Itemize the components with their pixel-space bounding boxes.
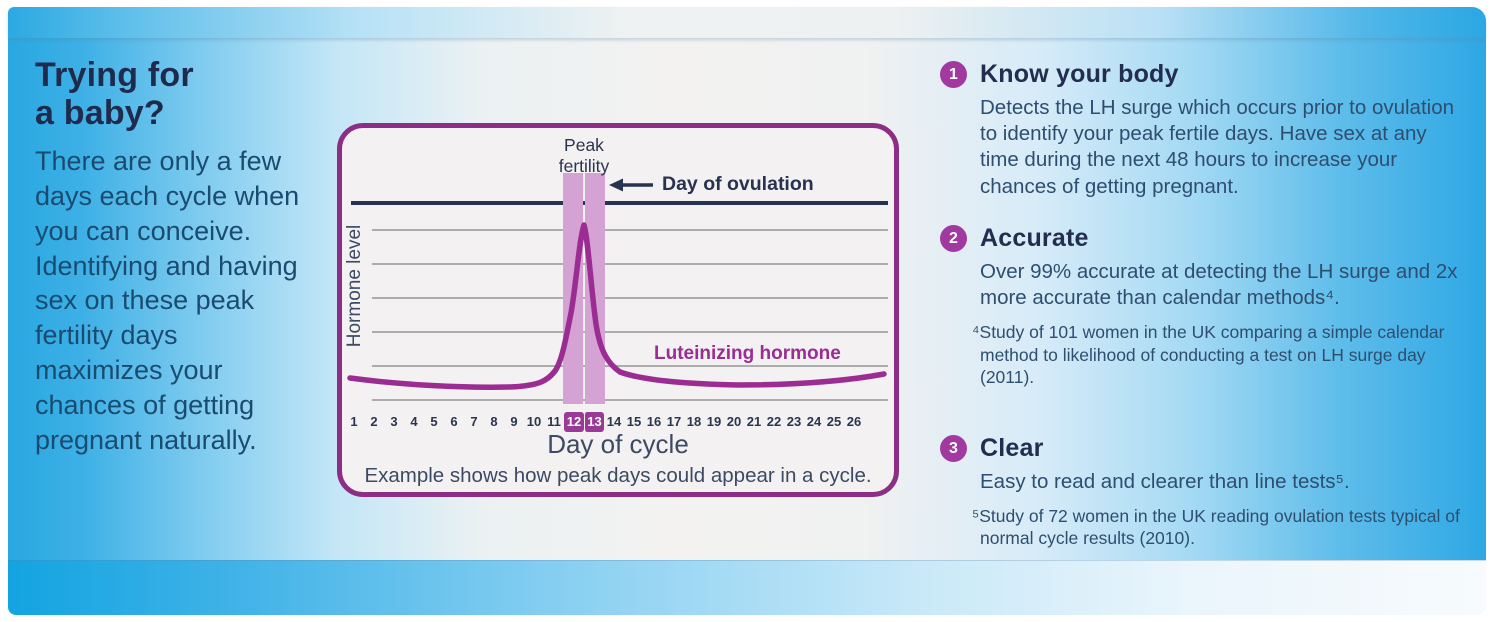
point-body: Over 99% accurate at detecting the LH su… bbox=[980, 260, 1458, 310]
axis-tick: 17 bbox=[666, 414, 682, 429]
axis-tick: 3 bbox=[390, 414, 398, 429]
axis-tick: 6 bbox=[450, 414, 458, 429]
lh-curve bbox=[347, 222, 887, 390]
axis-tick: 2 bbox=[370, 414, 378, 429]
axis-tick: 10 bbox=[526, 414, 542, 429]
axis-tick: 11 bbox=[547, 414, 561, 429]
page-title-line1: Trying for bbox=[35, 56, 194, 94]
point-body: Detects the LH surge which occurs prior … bbox=[980, 96, 1455, 198]
point-title: Know your body bbox=[980, 60, 1179, 88]
ovulation-annotation: Day of ovulation bbox=[609, 173, 814, 196]
point-body: Easy to read and clearer than line tests… bbox=[980, 470, 1350, 493]
gridline bbox=[372, 229, 888, 231]
page-title: Trying for a baby? bbox=[35, 56, 313, 132]
gridline bbox=[372, 399, 888, 401]
point-number-badge: 2 bbox=[940, 225, 967, 252]
axis-tick: 15 bbox=[626, 414, 642, 429]
point-number-badge: 1 bbox=[940, 61, 967, 88]
point-title: Clear bbox=[980, 434, 1044, 462]
gridline bbox=[372, 365, 888, 367]
axis-tick: 20 bbox=[726, 414, 742, 429]
ovulation-label: Day of ovulation bbox=[662, 173, 814, 195]
axis-tick-highlighted: 12 bbox=[564, 412, 584, 432]
chart-caption: Example shows how peak days could appear… bbox=[364, 464, 872, 487]
series-label: Luteinizing hormone bbox=[654, 343, 841, 364]
gridline bbox=[372, 331, 888, 333]
hormone-chart: Peak fertility Day of ovulation Hormone … bbox=[337, 123, 899, 497]
box-top-flap bbox=[8, 7, 1486, 38]
axis-tick-highlighted: 13 bbox=[584, 412, 604, 432]
point-know-your-body: 1 Know your body Detects the LH surge wh… bbox=[940, 60, 1484, 200]
axis-tick: 8 bbox=[490, 414, 498, 429]
point-number-badge: 3 bbox=[940, 435, 967, 462]
intro-column: Trying for a baby? There are only a few … bbox=[35, 56, 313, 458]
axis-tick: 22 bbox=[766, 414, 782, 429]
x-axis-label: Day of cycle bbox=[547, 429, 689, 459]
point-title: Accurate bbox=[980, 224, 1089, 252]
chart-top-line bbox=[351, 201, 888, 205]
axis-tick: 16 bbox=[646, 414, 662, 429]
axis-tick: 21 bbox=[746, 414, 762, 429]
peak-fertility-label: Peak fertility bbox=[534, 135, 634, 176]
y-axis-label: Hormone level bbox=[344, 224, 365, 348]
axis-tick: 19 bbox=[706, 414, 722, 429]
box-front-panel: Trying for a baby? There are only a few … bbox=[8, 38, 1486, 560]
axis-tick: 23 bbox=[786, 414, 802, 429]
axis-tick: 1 bbox=[350, 414, 358, 429]
axis-tick: 7 bbox=[470, 414, 478, 429]
axis-tick: 4 bbox=[410, 414, 418, 429]
axis-tick: 25 bbox=[826, 414, 842, 429]
axis-tick: 9 bbox=[510, 414, 518, 429]
point-clear: 3 Clear Easy to read and clearer than li… bbox=[940, 434, 1484, 550]
gridline bbox=[372, 263, 888, 265]
peak-fertility-label-line1: Peak bbox=[564, 135, 604, 155]
box-bottom-flap bbox=[8, 560, 1486, 615]
intro-text: There are only a few days each cycle whe… bbox=[35, 146, 300, 455]
peak-fertility-label-line2: fertility bbox=[558, 155, 610, 176]
point-footnote: ⁴Study of 101 women in the UK comparing … bbox=[972, 322, 1445, 387]
axis-tick: 26 bbox=[846, 414, 862, 429]
axis-tick: 5 bbox=[430, 414, 438, 429]
left-arrow-icon bbox=[609, 178, 653, 191]
point-footnote: ⁵Study of 72 women in the UK reading ovu… bbox=[972, 506, 1460, 549]
axis-tick: 24 bbox=[806, 414, 822, 429]
axis-tick: 18 bbox=[686, 414, 702, 429]
page-title-line2: a baby? bbox=[35, 94, 165, 133]
gridline bbox=[372, 297, 888, 299]
point-accurate: 2 Accurate Over 99% accurate at detectin… bbox=[940, 224, 1484, 388]
x-axis-ticks: 1 2 3 4 5 6 7 8 9 10 11 12 13 14 15 16 17 18 19 20 21 22 23 24 2… bbox=[344, 412, 864, 432]
axis-tick: 14 bbox=[606, 414, 622, 429]
